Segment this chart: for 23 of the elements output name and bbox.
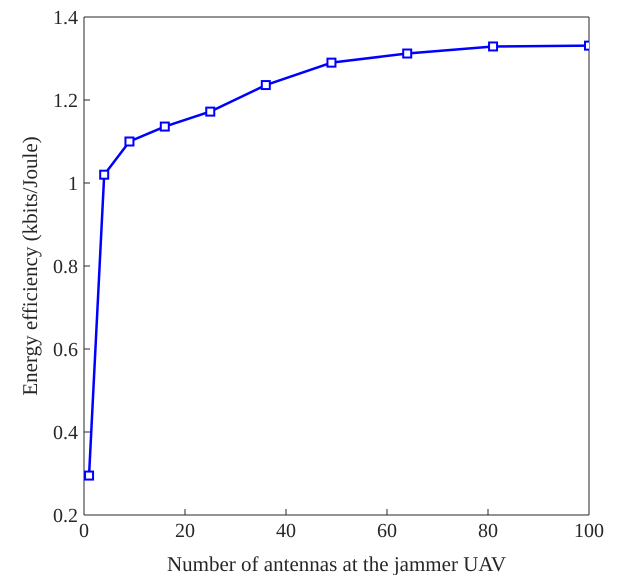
y-tick-label: 1.2: [53, 90, 78, 112]
y-tick-label: 0.4: [53, 422, 78, 444]
point: [205, 106, 216, 117]
y-tick-label: 1.4: [53, 7, 78, 30]
point: [160, 122, 170, 132]
x-tick-label: 60: [377, 520, 397, 542]
y-axis-title: Energy efficiency (kbits/Joule): [18, 136, 42, 396]
y-tick-label: 1: [68, 173, 78, 196]
x-tick-label: 80: [478, 520, 498, 542]
point: [260, 80, 271, 90]
x-tick-label: 20: [175, 520, 195, 542]
point: [402, 48, 412, 59]
x-tick-label: 100: [574, 520, 604, 542]
x-tick-label: 0: [79, 520, 89, 542]
point: [488, 41, 498, 52]
point: [124, 136, 134, 146]
point: [84, 470, 94, 481]
y-tick-label: 0.6: [53, 339, 78, 362]
y-tick-label: 0.2: [53, 505, 78, 528]
y-tick-label: 0.8: [53, 256, 78, 278]
point: [326, 58, 336, 68]
point: [99, 170, 110, 180]
x-tick-label: 40: [276, 520, 296, 542]
